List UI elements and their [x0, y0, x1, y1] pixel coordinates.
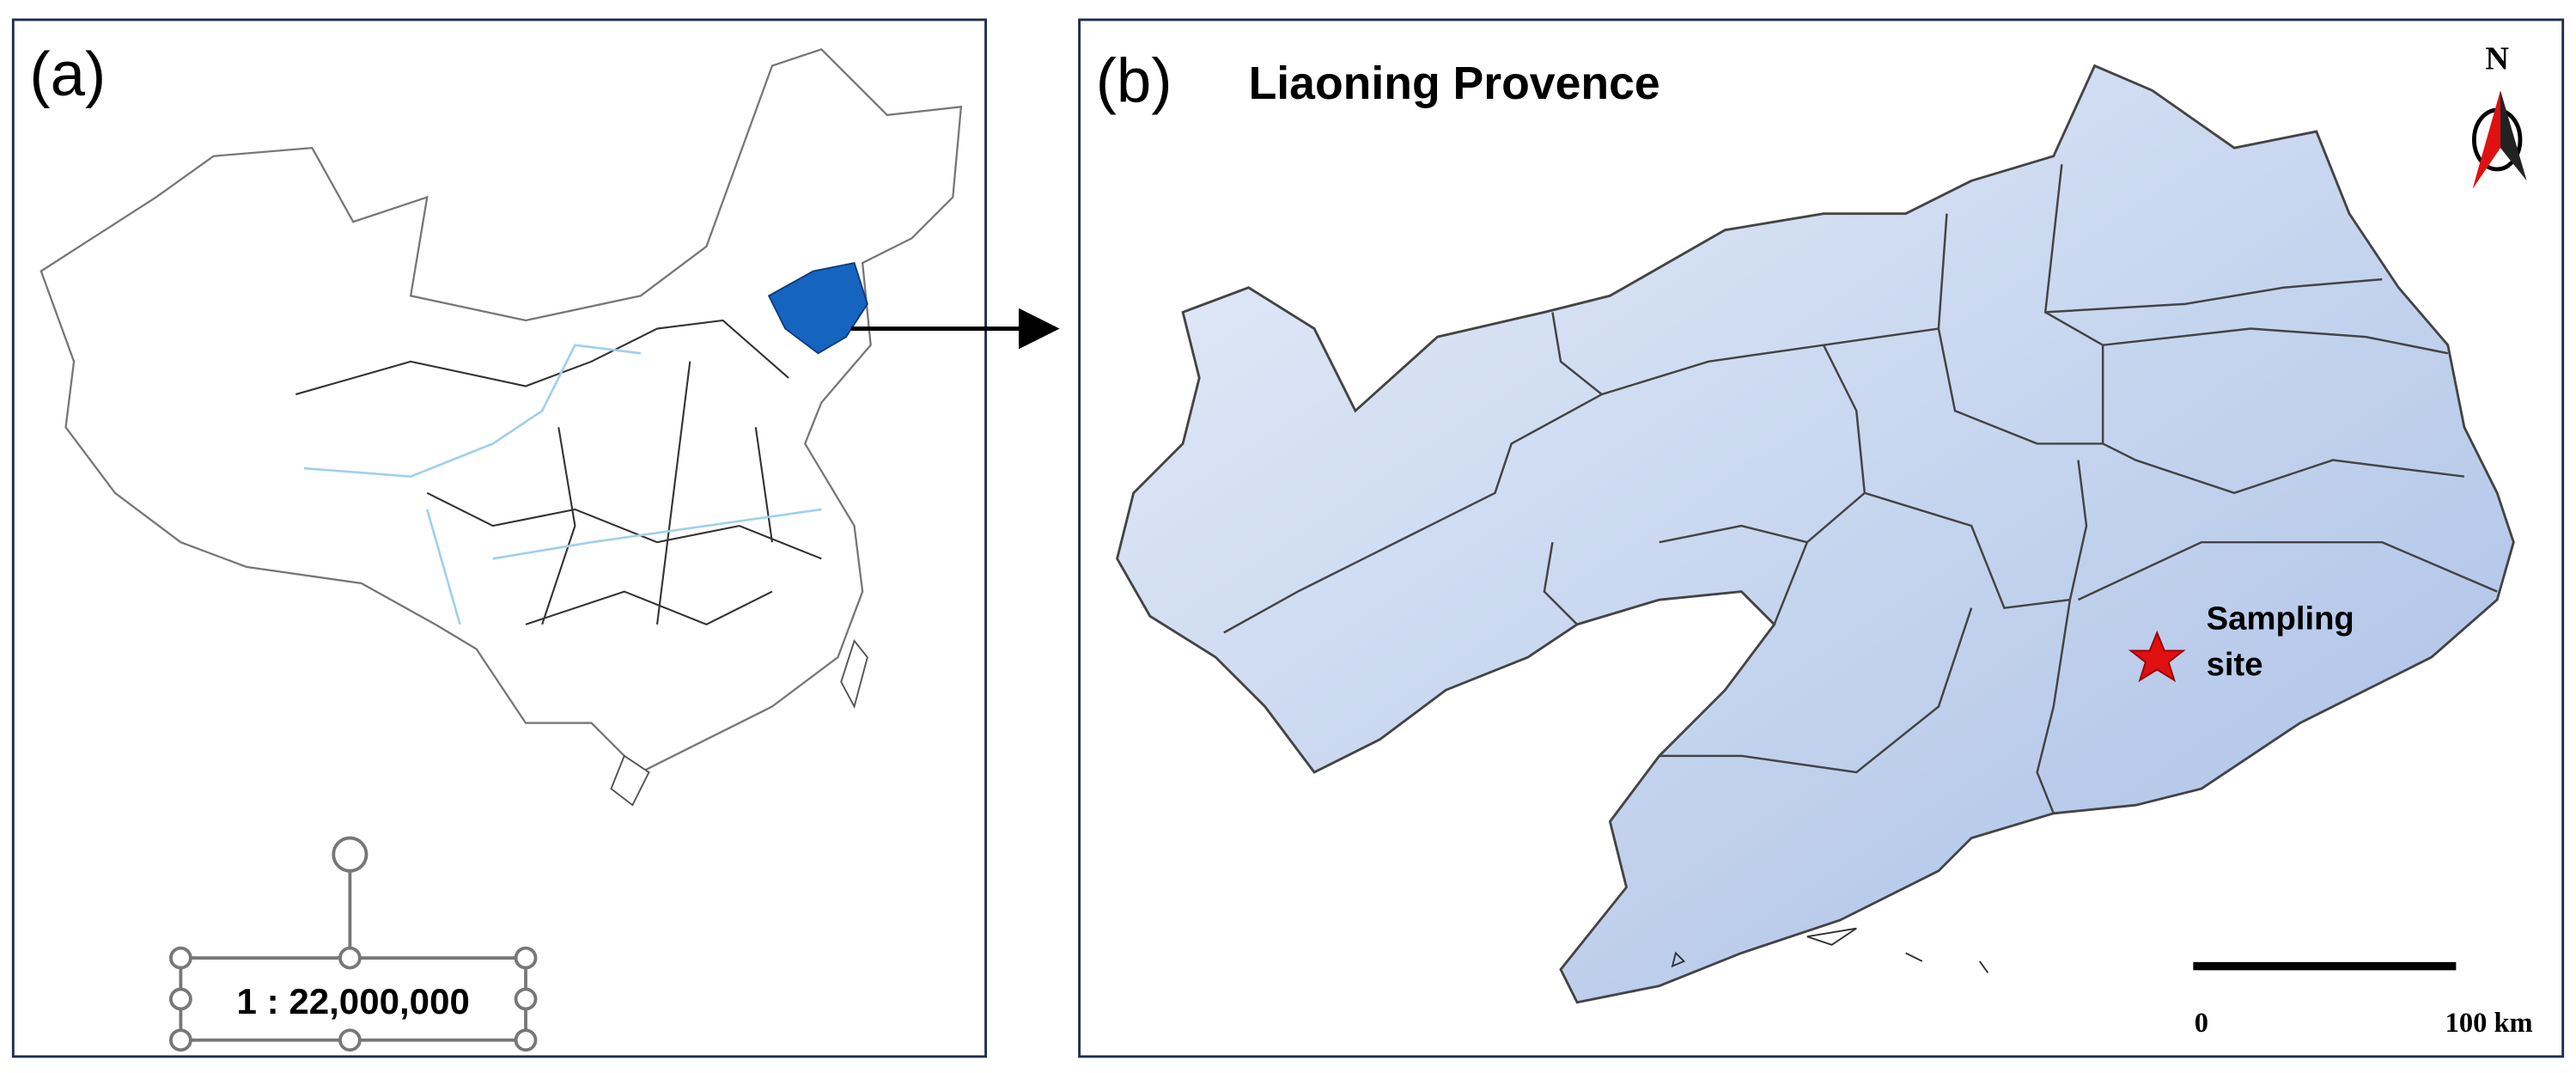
map-title: Liaoning Provence: [1249, 58, 1660, 109]
rivers: [303, 344, 822, 625]
sampling-star: [2128, 630, 2186, 683]
scale-end: 100 km: [2445, 1008, 2533, 1039]
islands: [1671, 927, 1989, 973]
site-label: site: [2207, 646, 2263, 683]
scale-box: [169, 836, 538, 1052]
north-arrow: [2472, 90, 2527, 189]
province-borders: [295, 319, 822, 625]
islands: [610, 638, 868, 807]
liaoning-highlight: [767, 261, 868, 355]
panel-label: (b): [1096, 46, 1172, 116]
panel-label: (a): [29, 40, 106, 109]
scale-start: 0: [2195, 1008, 2208, 1039]
district-borders: [1223, 164, 2498, 814]
scale-text: 1 : 22,000,000: [237, 981, 470, 1021]
north-label: N: [2485, 40, 2509, 76]
china-outline: [40, 48, 963, 774]
site-label: Sampling: [2207, 601, 2354, 637]
